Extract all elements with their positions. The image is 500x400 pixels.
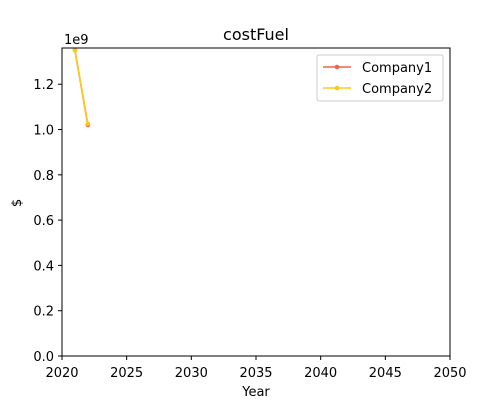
legend-label: Company1 xyxy=(362,61,432,76)
y-axis-label: $ xyxy=(10,199,25,207)
x-tick-label: 2035 xyxy=(239,366,272,381)
x-tick-label: 2025 xyxy=(110,366,143,381)
x-tick-label: 2050 xyxy=(433,366,466,381)
y-tick-label: 0.2 xyxy=(33,305,54,320)
y-axis: 0.0 0.2 0.4 0.6 0.8 1.0 1.2 xyxy=(33,78,62,365)
y-tick-label: 0.6 xyxy=(33,214,54,229)
x-tick-label: 2030 xyxy=(175,366,208,381)
data-point xyxy=(72,47,78,53)
x-tick-label: 2020 xyxy=(45,366,78,381)
x-tick-label: 2045 xyxy=(369,366,402,381)
plot-area xyxy=(72,47,91,128)
x-axis-label: Year xyxy=(241,385,270,400)
y-tick-label: 0.0 xyxy=(33,350,54,365)
x-axis: 2020 2025 2030 2035 2040 2045 2050 xyxy=(45,356,467,381)
chart-title: costFuel xyxy=(223,25,289,44)
y-tick-label: 0.4 xyxy=(33,259,54,274)
x-tick-label: 2040 xyxy=(304,366,337,381)
legend: Company1 Company2 xyxy=(316,54,444,102)
y-tick-label: 1.0 xyxy=(33,124,54,139)
data-point xyxy=(85,121,91,127)
y-tick-label: 1.2 xyxy=(33,78,54,93)
y-tick-label: 0.8 xyxy=(33,169,54,184)
legend-swatch-marker xyxy=(334,85,340,91)
series-line-2 xyxy=(74,50,89,125)
y-axis-scale-label: 1e9 xyxy=(64,33,89,48)
legend-swatch-marker xyxy=(334,64,340,70)
legend-label: Company2 xyxy=(362,82,432,97)
